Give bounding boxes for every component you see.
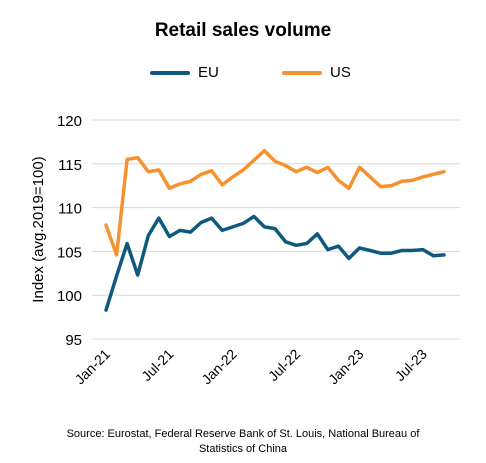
source-line-1: Source: Eurostat, Federal Reserve Bank o… — [66, 428, 420, 440]
y-axis-title: Index (avg.2019=100) — [30, 156, 47, 302]
x-tick-label-Jul-22: Jul-22 — [265, 346, 303, 384]
legend-label-us: US — [330, 64, 351, 81]
legend-item-us: US — [282, 64, 351, 81]
x-tick-label-Jan-21: Jan-21 — [72, 346, 114, 388]
y-tick-label-100: 100 — [57, 288, 82, 305]
series-line-us — [104, 148, 446, 257]
y-tick-label-95: 95 — [65, 332, 82, 349]
chart-title: Retail sales volume — [154, 20, 332, 41]
y-tick-label-120: 120 — [57, 113, 82, 130]
y-tick-label-110: 110 — [58, 201, 82, 218]
source-note: Source: Eurostat, Federal Reserve Bank o… — [30, 427, 456, 457]
x-tick-label-Jul-23: Jul-23 — [392, 346, 430, 384]
source-line-2: Statistics of China — [198, 443, 288, 455]
x-tick-label-Jan-23: Jan-23 — [325, 346, 367, 388]
legend-swatch-eu — [150, 70, 190, 75]
y-tick-label-105: 105 — [57, 244, 82, 261]
x-tick-label-Jul-21: Jul-21 — [138, 346, 176, 384]
legend-label-eu: EU — [198, 64, 219, 81]
legend-swatch-us — [282, 70, 322, 75]
legend-item-eu: EU — [150, 64, 219, 81]
y-tick-label-115: 115 — [58, 157, 82, 174]
chart-legend: EU US — [0, 64, 486, 84]
x-tick-label-Jan-22: Jan-22 — [198, 346, 240, 388]
series-line-eu — [104, 214, 446, 312]
